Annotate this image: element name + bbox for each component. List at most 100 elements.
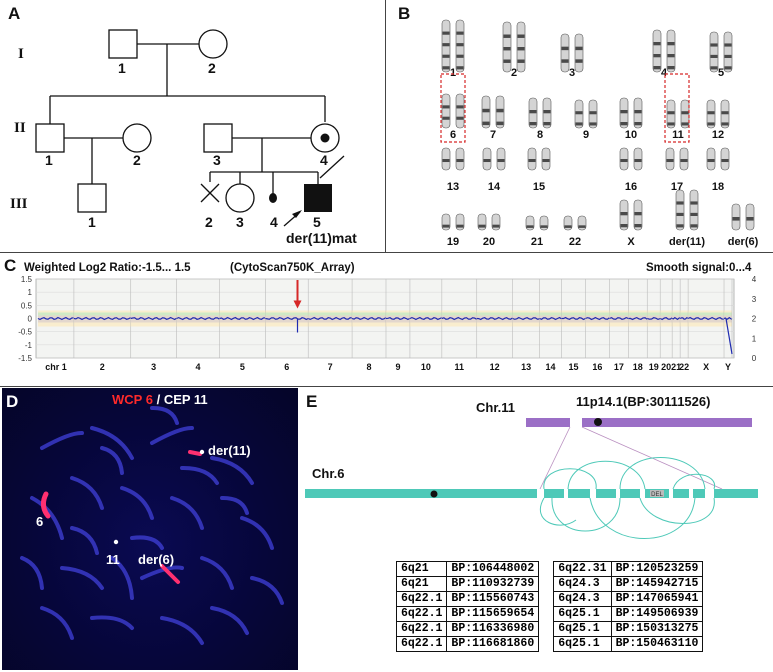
del-label: DEL — [651, 492, 663, 498]
karyotype-label-4: 4 — [661, 67, 668, 79]
fish-chromosome — [150, 426, 194, 445]
chromosome-pair-10 — [619, 97, 643, 129]
breakpoint-table: 6q21 BP:106448002 6q22.31 BP:120523259 6q21 B… — [395, 561, 704, 652]
array-chrom-17 — [609, 310, 629, 327]
fish-label-der11: der(11) — [208, 443, 251, 458]
y-tick-left: 1.5 — [21, 276, 33, 284]
chromosome-pair-6 — [441, 93, 465, 129]
karyotype-label-6: 6 — [450, 129, 456, 141]
fish-chromosome — [110, 556, 134, 600]
y-tick-left: 0 — [28, 315, 33, 324]
bp-table-gap — [539, 562, 554, 577]
y-tick-right: 0 — [752, 354, 757, 363]
chr6-bar — [305, 489, 537, 498]
pedigree-label-I2: 2 — [208, 60, 216, 76]
y-tick-right: 2 — [752, 315, 757, 324]
bp-band: 6q22.1 — [395, 621, 448, 637]
array-chrom-label: 8 — [367, 362, 372, 372]
karyotype-label-21: 21 — [531, 236, 543, 248]
array-chrom-Y — [723, 310, 733, 327]
array-chrom-label: 14 — [546, 362, 556, 372]
array-chrom-label: 18 — [633, 362, 643, 372]
array-chrom-label: 22 — [679, 362, 689, 372]
bp-band: 6q21 — [395, 561, 448, 577]
pedigree-label-III5: 5 — [313, 214, 321, 230]
fish-probe-cep11: CEP 11 — [163, 392, 208, 407]
bp-table-row: 6q22.1 BP:116681860 6q25.1 BP:150463110 — [395, 636, 704, 652]
fish-chromosome — [240, 516, 274, 550]
array-chrom-5 — [219, 310, 266, 327]
fish-chromosome — [40, 431, 84, 450]
array-chrom-7 — [307, 310, 353, 327]
bp-position: BP:149506939 — [610, 606, 704, 622]
rearrangement-arc — [551, 497, 621, 532]
fish-chromosome — [130, 535, 164, 550]
pedigree-III5-proband — [304, 184, 332, 212]
pedigree-label-III4: 4 — [270, 214, 278, 230]
pedigree-label-II4: 4 — [320, 152, 328, 168]
bp-position: BP:120523259 — [610, 561, 704, 577]
array-chrom-label: 3 — [151, 362, 156, 372]
chromosome-pair-11 — [666, 99, 690, 129]
bp-table-row: 6q22.1 BP:115659654 6q25.1 BP:149506939 — [395, 606, 704, 622]
chromosome-pair-20 — [477, 213, 501, 231]
pedigree-I2-female — [198, 29, 228, 59]
fish-chromosome — [180, 465, 219, 485]
karyotype-label-7: 7 — [490, 129, 496, 141]
chr11-centromere — [594, 418, 602, 426]
chromosome-pair-7 — [481, 95, 505, 129]
bp-position: BP:145942715 — [610, 576, 704, 592]
bp-position: BP:115659654 — [446, 606, 540, 622]
array-chrom-11 — [441, 310, 478, 327]
chromosome-pair-16 — [619, 147, 643, 171]
karyotype-label-14: 14 — [488, 181, 501, 193]
chromosome-pair-der(6) — [731, 203, 755, 231]
generation-label-III: III — [10, 196, 28, 212]
karyotype-label-der(6): der(6) — [728, 236, 759, 248]
array-chrom-label: 15 — [568, 362, 578, 372]
fish-label-der6: der(6) — [138, 552, 175, 567]
chromosome-pair-1 — [441, 19, 465, 73]
array-chrom-label: X — [703, 362, 709, 372]
fish-label-6: 6 — [36, 514, 44, 529]
array-chrom-label: 2 — [100, 362, 105, 372]
chr11-label: Chr.11 — [476, 400, 516, 415]
rearrangement-schematic: DEL — [305, 418, 758, 539]
bp-position: BP:116336980 — [446, 621, 540, 637]
array-chrom-X — [687, 310, 725, 327]
bp-band: 6q22.1 — [395, 636, 448, 652]
chr6-fragment — [620, 489, 640, 498]
karyotype-label-9: 9 — [583, 129, 589, 141]
chromosome-pair-22 — [563, 215, 587, 231]
fish-chromosome — [250, 576, 284, 605]
fish-image — [2, 388, 298, 670]
fish-chromosome — [210, 456, 254, 485]
fish-chromosome — [70, 526, 99, 555]
bp-table-row: 6q21 BP:110932739 6q24.3 BP:145942715 — [395, 576, 704, 592]
fish-chromosome — [150, 405, 179, 425]
chr6-fragment — [568, 489, 590, 498]
array-chrom-6 — [265, 310, 309, 327]
array-chrom-2 — [73, 310, 131, 327]
y-tick-right: 1 — [752, 334, 757, 343]
pedigree-II3-male — [203, 123, 233, 153]
bp-table-row: 6q22.1 BP:116336980 6q25.1 BP:150313275 — [395, 621, 704, 637]
breakpoint-label: 11p14.1(BP:30111526) — [576, 394, 711, 409]
array-chrom-label: 20 — [661, 362, 671, 372]
y-tick-right: 3 — [752, 295, 757, 304]
array-chrom-label: chr 1 — [45, 362, 67, 372]
pedigree-label-II2: 2 — [133, 152, 141, 168]
panel-label-d: D — [6, 392, 19, 411]
karyotype-label-der(11): der(11) — [669, 236, 705, 248]
bp-band: 6q25.1 — [553, 621, 612, 637]
chromosome-pair-8 — [528, 97, 552, 129]
y-tick-left: -1 — [25, 341, 33, 350]
fish-wcp6-signal — [40, 491, 51, 519]
karyotype-label-1: 1 — [450, 67, 456, 79]
chromosome-pair-der(11) — [675, 189, 699, 231]
array-chrom-9 — [385, 310, 411, 327]
fish-chromosome — [30, 496, 64, 540]
array-chrom-label: 21 — [671, 362, 681, 372]
highlight-box-chr11 — [664, 73, 690, 143]
